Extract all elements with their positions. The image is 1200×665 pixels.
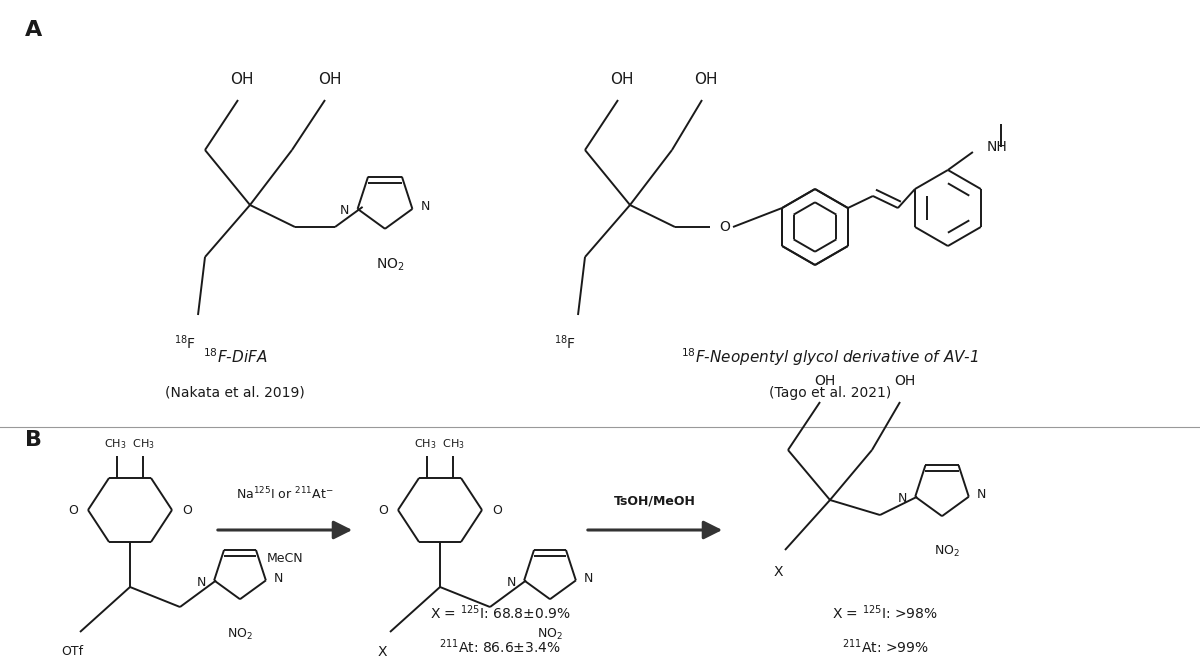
Text: CH$_3$  CH$_3$: CH$_3$ CH$_3$	[414, 437, 466, 451]
Text: N: N	[584, 572, 593, 585]
Text: OH: OH	[695, 72, 718, 87]
Text: O: O	[182, 503, 192, 517]
Text: B: B	[25, 430, 42, 450]
Text: $^{211}$At: >99%: $^{211}$At: >99%	[841, 637, 929, 656]
Text: $^{18}$F: $^{18}$F	[554, 333, 576, 352]
Text: N: N	[341, 204, 349, 217]
Text: CH$_3$  CH$_3$: CH$_3$ CH$_3$	[104, 437, 156, 451]
Text: N: N	[977, 488, 986, 501]
Text: OH: OH	[611, 72, 634, 87]
Text: NO$_2$: NO$_2$	[538, 627, 563, 642]
Text: OH: OH	[815, 374, 835, 388]
Text: MeCN: MeCN	[266, 552, 304, 565]
Text: OH: OH	[318, 72, 342, 87]
Text: O: O	[68, 503, 78, 517]
Text: $^{18}$F-Neopentyl glycol derivative of AV-1: $^{18}$F-Neopentyl glycol derivative of …	[682, 346, 979, 368]
Text: O: O	[720, 220, 731, 234]
Text: (Nakata et al. 2019): (Nakata et al. 2019)	[166, 386, 305, 400]
Text: A: A	[25, 20, 42, 40]
Text: N: N	[898, 492, 907, 505]
Text: TsOH/MeOH: TsOH/MeOH	[614, 495, 696, 508]
Text: (Tago et al. 2021): (Tago et al. 2021)	[769, 386, 892, 400]
Text: $^{211}$At: 86.6±3.4%: $^{211}$At: 86.6±3.4%	[439, 637, 562, 656]
Text: OTf: OTf	[61, 645, 83, 658]
Text: NH: NH	[986, 140, 1008, 154]
Text: X = $^{125}$I: >98%: X = $^{125}$I: >98%	[832, 603, 938, 622]
Text: Na$^{125}$I or $^{211}$At$^{-}$: Na$^{125}$I or $^{211}$At$^{-}$	[236, 485, 334, 502]
Text: $^{18}$F: $^{18}$F	[174, 333, 196, 352]
Text: N: N	[197, 576, 206, 589]
Text: X: X	[773, 565, 782, 579]
Text: O: O	[378, 503, 388, 517]
Text: O: O	[492, 503, 502, 517]
Text: X: X	[377, 645, 386, 659]
Text: $^{18}$F-DiFA: $^{18}$F-DiFA	[203, 348, 268, 366]
Text: N: N	[420, 200, 430, 213]
Text: N: N	[506, 576, 516, 589]
Text: NO$_2$: NO$_2$	[227, 627, 253, 642]
Text: NO$_2$: NO$_2$	[934, 544, 960, 559]
Text: X = $^{125}$I: 68.8±0.9%: X = $^{125}$I: 68.8±0.9%	[430, 603, 570, 622]
Text: NO$_2$: NO$_2$	[376, 257, 404, 273]
Text: N: N	[274, 572, 283, 585]
Text: OH: OH	[894, 374, 916, 388]
Text: OH: OH	[230, 72, 253, 87]
